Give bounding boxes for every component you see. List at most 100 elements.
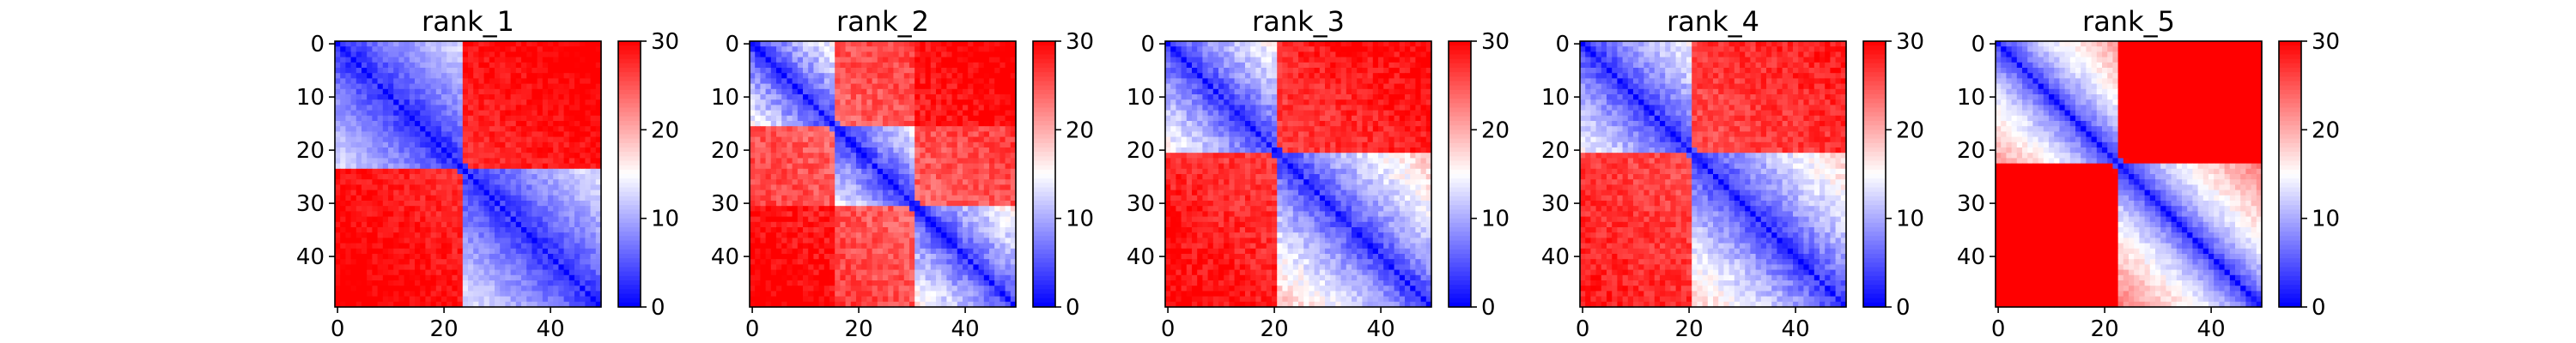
heatmap-cell: [770, 259, 777, 265]
heatmap-cell: [840, 280, 847, 286]
heatmap-cell: [452, 83, 459, 90]
heatmap-cell: [398, 286, 405, 292]
heatmap-cell: [563, 136, 570, 143]
heatmap-cell: [813, 115, 820, 122]
heatmap-cell: [468, 227, 474, 233]
heatmap-cell: [888, 221, 894, 228]
heatmap-cell: [563, 115, 570, 122]
heatmap-cell: [542, 211, 549, 218]
heatmap-cell: [495, 227, 501, 233]
heatmap-cell: [548, 141, 554, 148]
heatmap-cell: [925, 136, 932, 143]
heatmap-cell: [558, 216, 565, 223]
heatmap-cell: [835, 110, 841, 117]
heatmap-cell: [776, 158, 782, 165]
heatmap-cell: [532, 147, 538, 153]
heatmap-cell: [883, 83, 889, 90]
heatmap-cell: [441, 201, 447, 207]
heatmap-cell: [452, 221, 459, 228]
heatmap-cell: [595, 206, 602, 212]
heatmap-cell: [963, 227, 969, 233]
heatmap-cell: [468, 274, 474, 281]
heatmap-cell: [452, 121, 459, 127]
heatmap-cell: [930, 46, 937, 52]
heatmap-cell: [925, 46, 932, 52]
heatmap-cell: [792, 68, 799, 74]
heatmap-cell: [430, 73, 437, 79]
heatmap-cell: [989, 57, 995, 63]
heatmap-cell: [760, 163, 767, 170]
heatmap-cell: [441, 211, 447, 218]
heatmap-cell: [409, 78, 416, 85]
heatmap-cell: [856, 254, 862, 260]
heatmap-cell: [920, 238, 927, 244]
heatmap-cell: [382, 51, 389, 58]
heatmap-cell: [1005, 105, 1012, 111]
heatmap-cell: [803, 184, 809, 191]
heatmap-cell: [872, 274, 878, 281]
heatmap-cell: [563, 232, 570, 238]
heatmap-cell: [973, 259, 980, 265]
heatmap-cell: [829, 227, 835, 233]
heatmap-cell: [968, 153, 974, 159]
heatmap-cell: [393, 57, 399, 63]
heatmap-cell: [750, 216, 756, 223]
heatmap-cell: [345, 41, 352, 47]
heatmap-cell: [909, 248, 915, 255]
heatmap-cell: [568, 221, 575, 228]
heatmap-cell: [542, 190, 549, 196]
heatmap-cell: [483, 78, 490, 85]
heatmap-cell: [441, 221, 447, 228]
heatmap-cell: [920, 163, 927, 170]
heatmap-cell: [430, 105, 437, 111]
heatmap-cell: [760, 153, 767, 159]
heatmap-cell: [920, 46, 927, 52]
heatmap-cell: [755, 206, 761, 212]
heatmap-cell: [823, 136, 830, 143]
heatmap-cell: [877, 286, 884, 292]
heatmap-cell: [760, 110, 767, 117]
heatmap-cell: [393, 88, 399, 95]
heatmap-cell: [404, 147, 410, 153]
heatmap-cell: [920, 78, 927, 85]
heatmap-cell: [765, 291, 772, 298]
heatmap-cell: [462, 274, 469, 281]
heatmap-cell: [377, 274, 384, 281]
heatmap-cell: [888, 105, 894, 111]
heatmap-cell: [409, 158, 416, 165]
heatmap-cell: [585, 94, 592, 100]
heatmap-cell: [951, 68, 958, 74]
heatmap-cell: [585, 238, 592, 244]
heatmap-cell: [861, 57, 867, 63]
heatmap-cell: [430, 158, 437, 165]
heatmap-cell: [787, 216, 793, 223]
heatmap-cell: [537, 174, 544, 180]
heatmap-cell: [792, 99, 799, 105]
heatmap-cell: [526, 68, 532, 74]
heatmap-cell: [345, 136, 352, 143]
heatmap-cell: [925, 201, 932, 207]
heatmap-cell: [835, 227, 841, 233]
heatmap-cell: [781, 184, 787, 191]
heatmap-cell: [495, 221, 501, 228]
heatmap-cell: [495, 184, 501, 191]
heatmap-cell: [568, 227, 575, 233]
heatmap-cell: [957, 195, 963, 202]
heatmap-cell: [861, 83, 867, 90]
heatmap-cell: [537, 248, 544, 255]
heatmap-cell: [495, 211, 501, 218]
heatmap-cell: [893, 105, 900, 111]
heatmap-cell: [515, 259, 522, 265]
heatmap-cell: [372, 190, 379, 196]
heatmap-cell: [521, 163, 527, 170]
heatmap-cell: [420, 168, 426, 175]
heatmap-cell: [866, 46, 873, 52]
colorbar-segment: [618, 196, 641, 202]
heatmap-cell: [377, 291, 384, 298]
heatmap-cell: [963, 94, 969, 100]
heatmap-cell: [382, 195, 389, 202]
heatmap-cell: [558, 68, 565, 74]
colorbar-frame: [617, 40, 641, 308]
heatmap-cell: [941, 280, 947, 286]
heatmap-cell: [898, 147, 905, 153]
